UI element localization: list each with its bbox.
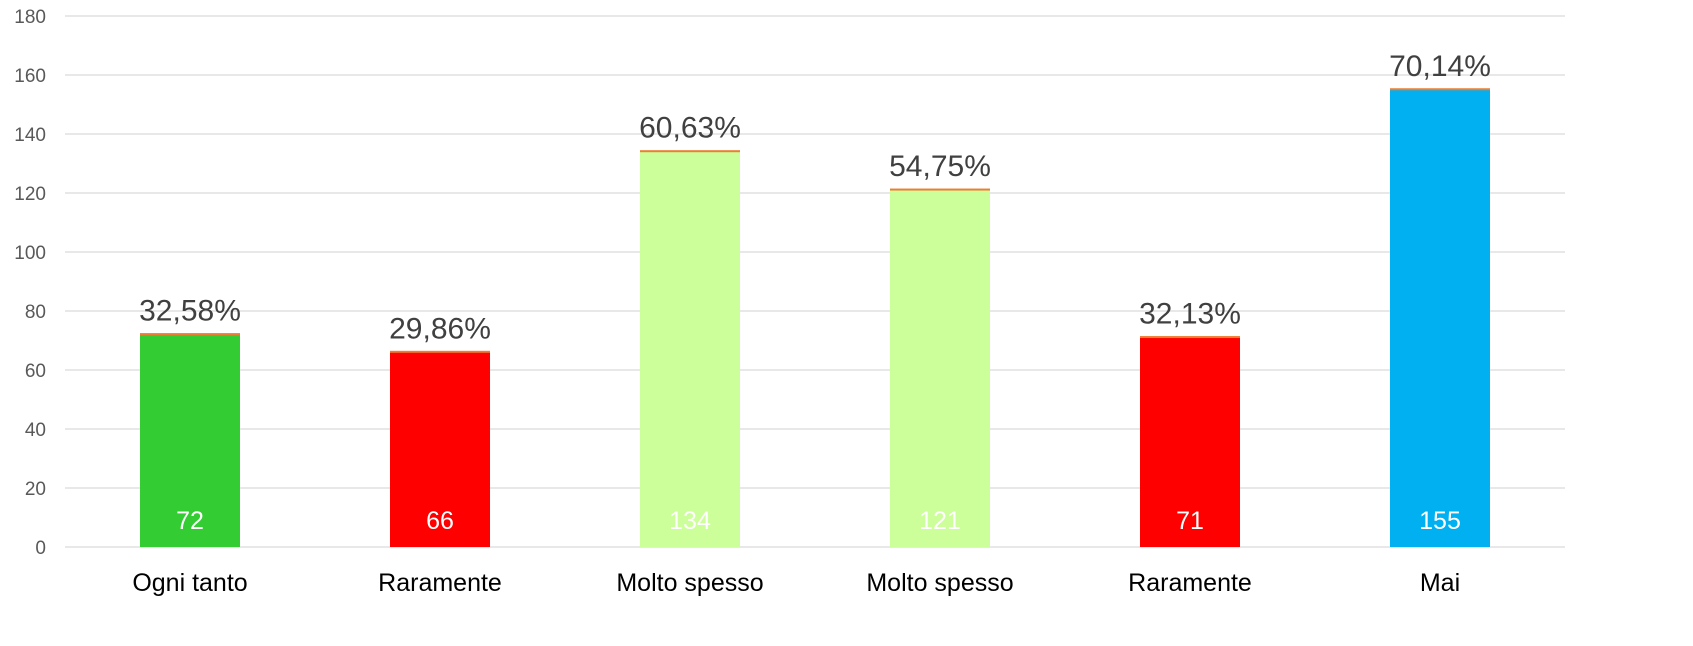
bar — [890, 190, 990, 548]
y-tick-label: 140 — [14, 125, 46, 146]
percent-label: 60,63% — [639, 112, 741, 145]
y-tick-label: 40 — [25, 420, 46, 441]
value-label: 71 — [1176, 507, 1204, 535]
bar-cap — [140, 333, 240, 336]
percent-label: 54,75% — [889, 150, 991, 183]
bar — [1390, 89, 1490, 547]
bars — [140, 88, 1490, 548]
x-category-label: Mai — [1420, 569, 1460, 597]
percent-label: 29,86% — [389, 312, 491, 345]
y-axis-tick-labels: 0 20 40 60 80 100 120 140 160 180 — [14, 7, 46, 559]
y-tick-label: 180 — [14, 7, 46, 28]
value-label: 66 — [426, 507, 454, 535]
bar-cap — [890, 188, 990, 191]
bar — [640, 151, 740, 547]
percent-label: 70,14% — [1389, 50, 1491, 83]
bar — [1140, 337, 1240, 547]
gridlines — [65, 15, 1565, 548]
bar-cap — [390, 350, 490, 353]
x-category-label: Raramente — [378, 569, 502, 597]
y-tick-label: 0 — [35, 538, 46, 559]
x-category-label: Molto spesso — [616, 569, 763, 597]
y-tick-label: 160 — [14, 66, 46, 87]
y-tick-label: 20 — [25, 479, 46, 500]
value-label: 155 — [1419, 507, 1461, 535]
x-category-label: Raramente — [1128, 569, 1252, 597]
bar-cap — [640, 150, 740, 153]
y-tick-label: 60 — [25, 361, 46, 382]
x-axis-category-labels: Ogni tanto Raramente Molto spesso Molto spe… — [132, 569, 1460, 597]
y-tick-label: 120 — [14, 184, 46, 205]
value-label: 134 — [669, 507, 711, 535]
value-label: 121 — [919, 507, 961, 535]
bar-cap — [1390, 88, 1490, 91]
value-label: 72 — [176, 507, 204, 535]
percent-label: 32,58% — [139, 295, 241, 328]
x-category-label: Molto spesso — [866, 569, 1013, 597]
bar — [390, 352, 490, 547]
bar-cap — [1140, 336, 1240, 339]
bar — [140, 334, 240, 547]
y-tick-label: 100 — [14, 243, 46, 264]
percent-label: 32,13% — [1139, 298, 1241, 331]
data-labels: 72 32,58% 66 29,86% 134 60,63% 121 54,75% 71 32,1… — [139, 50, 1491, 535]
x-category-label: Ogni tanto — [132, 569, 247, 597]
y-tick-label: 80 — [25, 302, 46, 323]
